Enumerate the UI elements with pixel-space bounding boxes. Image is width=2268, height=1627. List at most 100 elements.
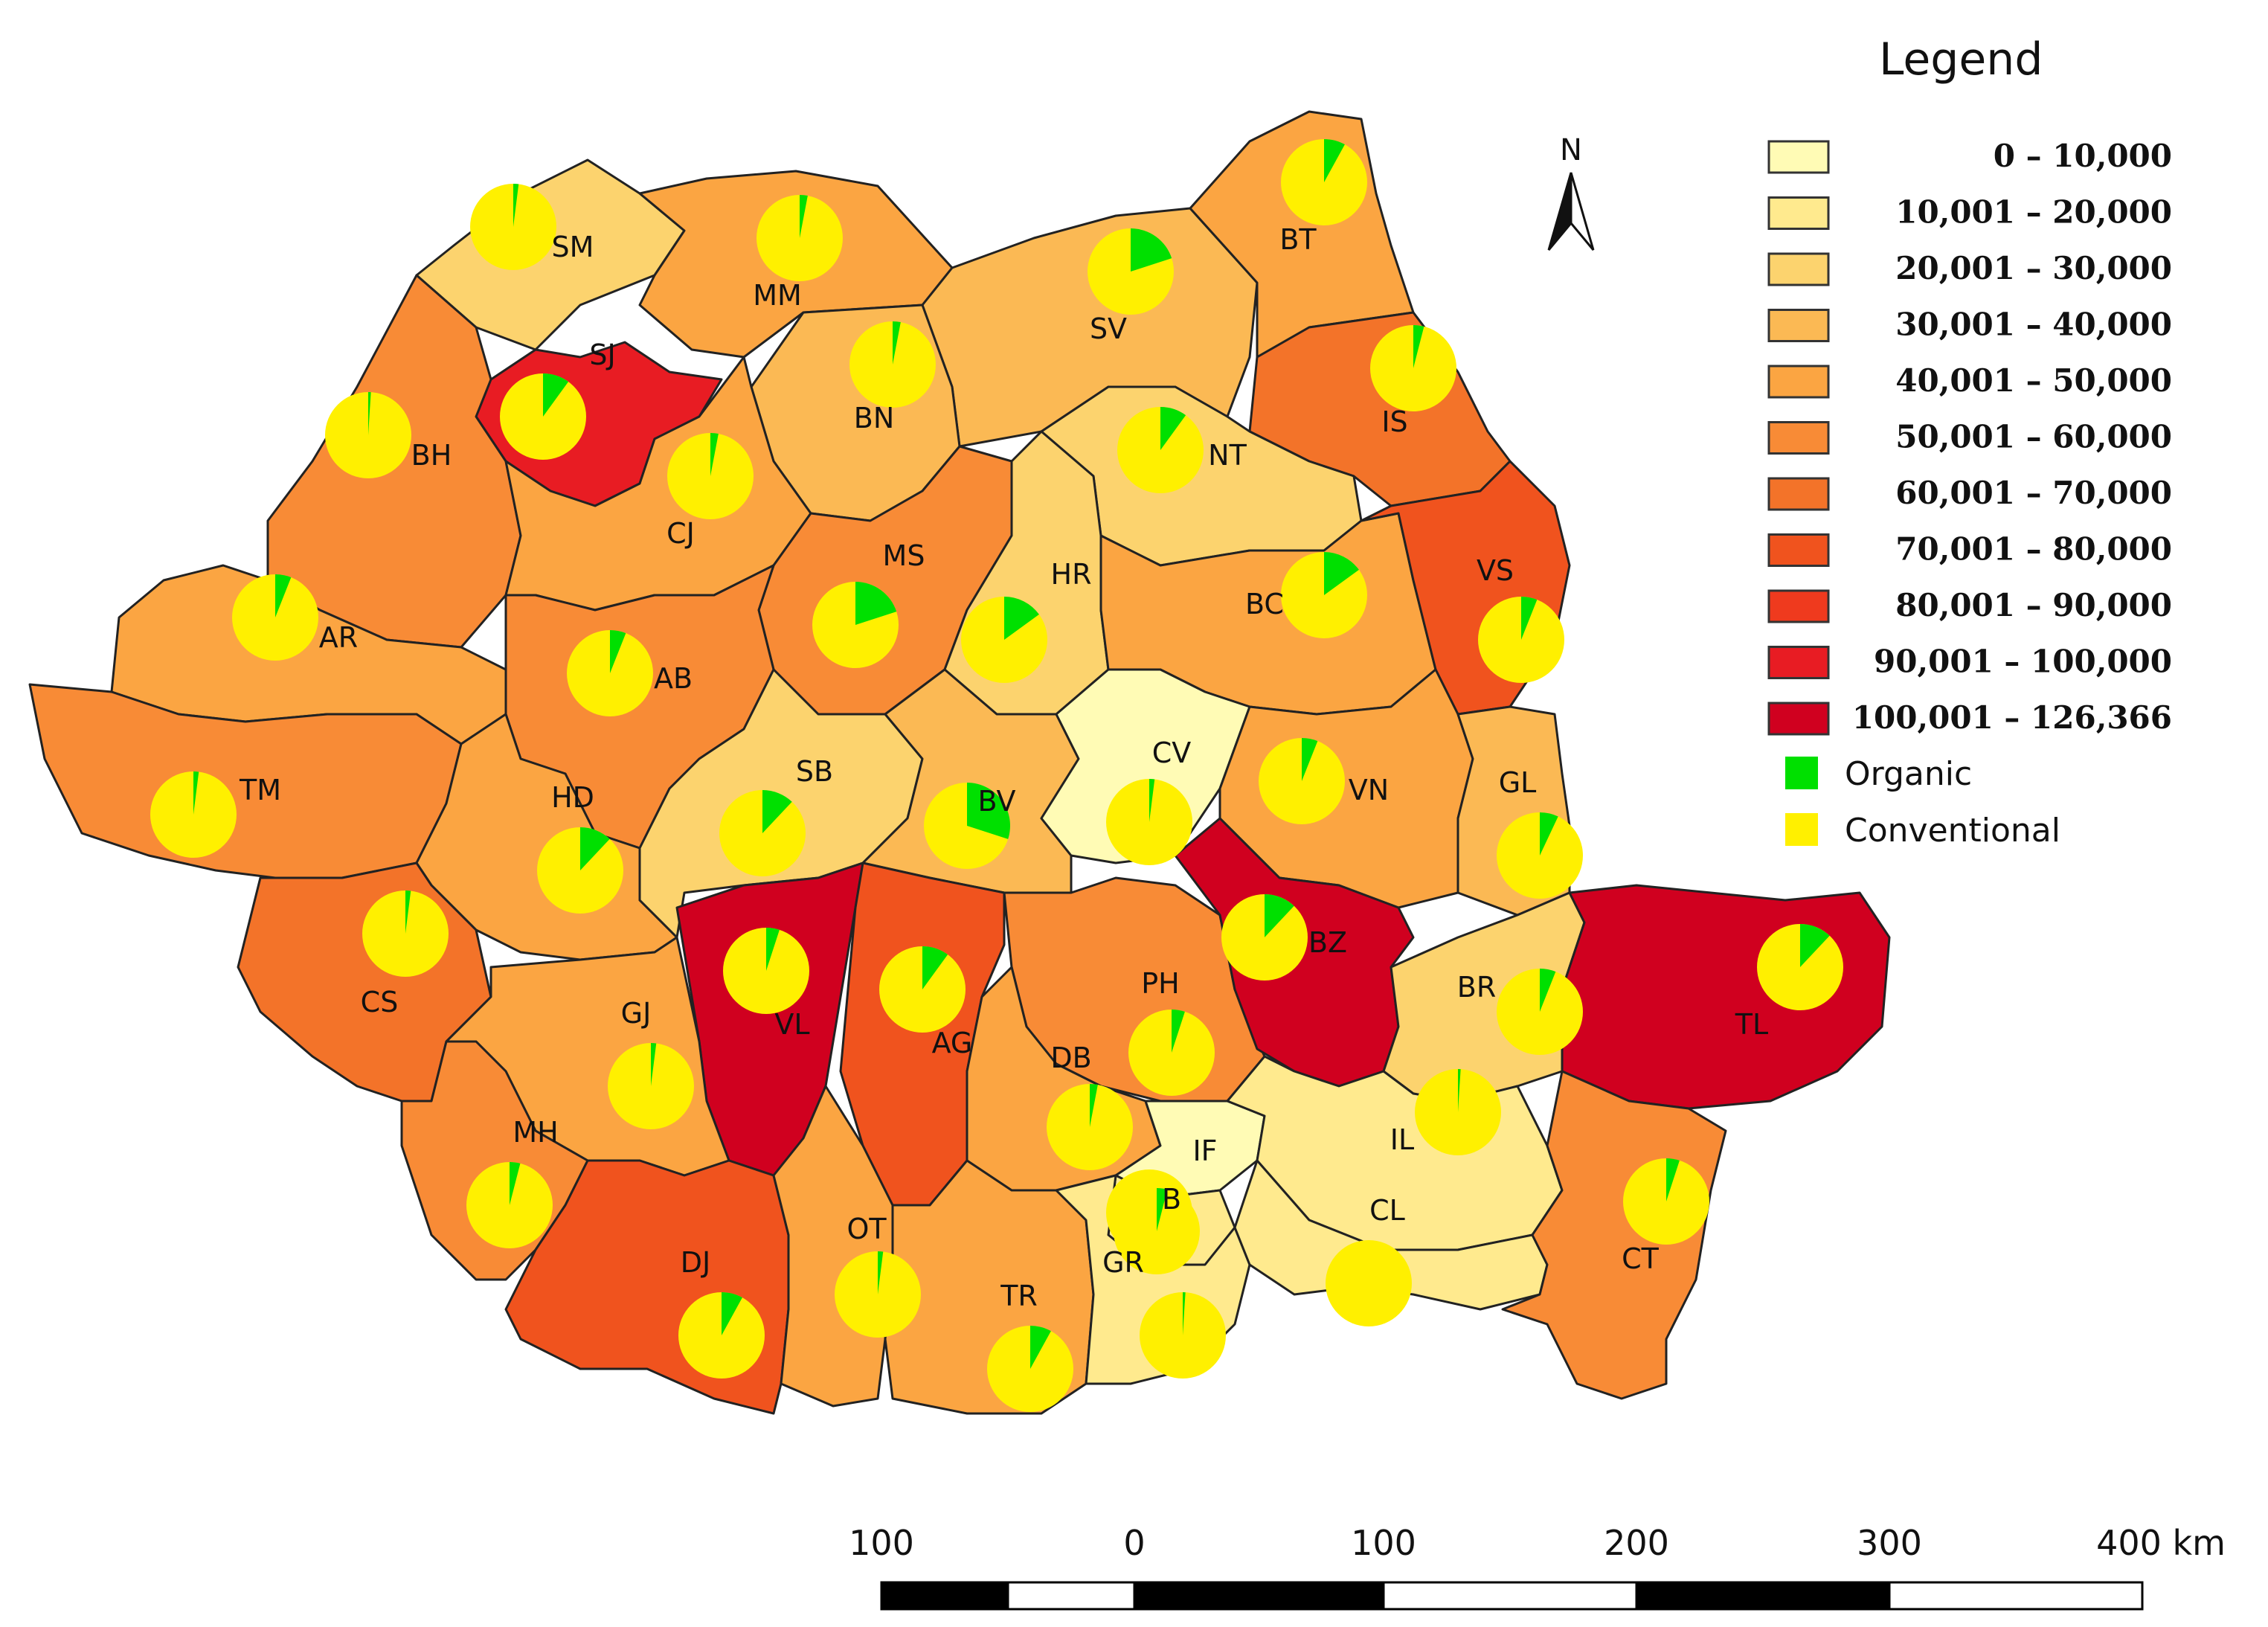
- scale-bar-segment: [1006, 1581, 1136, 1611]
- counties-layer: [28, 110, 1891, 1415]
- scale-bar-label: 400 km: [2096, 1523, 2226, 1563]
- pie-organic-slice: [1540, 812, 1558, 856]
- county-label-cv: CV: [1152, 737, 1192, 769]
- pie-bv: [924, 783, 1010, 869]
- scale-bar-label: 100: [1351, 1523, 1416, 1563]
- legend-swatch: [1767, 309, 1830, 342]
- pie-organic-slice: [1413, 325, 1424, 368]
- pie-ct: [1623, 1158, 1709, 1245]
- north-arrow: N: [1547, 133, 1595, 251]
- legend-swatch: [1767, 702, 1830, 736]
- county-label-vl: VL: [774, 1008, 809, 1041]
- pie-organic-slice: [893, 321, 901, 365]
- scale-bar-label: 0: [1123, 1523, 1145, 1563]
- pie-vs: [1478, 597, 1564, 683]
- pie-organic-slice: [368, 392, 371, 435]
- legend-class-label: 30,001 – 40,000: [1895, 307, 2172, 343]
- pie-b: [1114, 1188, 1200, 1274]
- county-label-dj: DJ: [681, 1246, 710, 1279]
- pie-ph: [1128, 1010, 1215, 1096]
- legend-class-label: 90,001 – 100,000: [1874, 644, 2172, 680]
- pie-organic-slice: [651, 1043, 657, 1086]
- legend-class-label: 60,001 – 70,000: [1895, 475, 2172, 511]
- legend-pie-swatch: [1785, 813, 1818, 846]
- pie-organic-slice: [1265, 894, 1294, 937]
- legend-class-label: 40,001 – 50,000: [1895, 362, 2172, 399]
- county-label-sj: SJ: [589, 338, 615, 371]
- county-label-vs: VS: [1477, 554, 1514, 587]
- county-label-hr: HR: [1051, 558, 1092, 591]
- pie-organic-slice: [513, 184, 519, 227]
- pie-il: [1415, 1069, 1501, 1155]
- pie-organic-slice: [510, 1162, 521, 1205]
- county-label-hd: HD: [551, 781, 594, 814]
- scale-bar-segment: [1635, 1581, 1891, 1611]
- pie-organic-slice: [800, 195, 808, 238]
- county-label-sm: SM: [552, 231, 594, 263]
- legend-class-label: 20,001 – 30,000: [1895, 250, 2172, 286]
- pie-bt: [1281, 138, 1367, 225]
- legend-class-label: 80,001 – 90,000: [1895, 587, 2172, 623]
- county-label-cj: CJ: [666, 517, 695, 550]
- pie-organic-slice: [1324, 552, 1359, 595]
- county-label-br: BR: [1457, 971, 1496, 1004]
- pie-gj: [608, 1043, 694, 1129]
- county-label-is: IS: [1381, 405, 1407, 438]
- legend-swatch: [1767, 646, 1830, 679]
- pie-organic-slice: [1149, 779, 1155, 822]
- pie-organic-slice: [1172, 1010, 1185, 1053]
- county-label-ag: AG: [932, 1027, 973, 1059]
- pie-organic-slice: [762, 790, 792, 833]
- pie-sv: [1088, 228, 1174, 315]
- pie-organic-slice: [766, 928, 780, 971]
- pie-organic-slice: [1004, 597, 1039, 640]
- scale-bar-segment: [880, 1581, 1009, 1611]
- county-label-nt: NT: [1208, 439, 1247, 472]
- legend: Legend 0 – 10,000 10,001 – 20,000 20,001 –…: [1767, 33, 2172, 850]
- pie-bn: [849, 321, 936, 408]
- pie-organic-slice: [967, 783, 1010, 839]
- legend-swatch: [1767, 421, 1830, 455]
- county-label-cl: CL: [1369, 1194, 1405, 1227]
- pie-organic-slice: [1131, 228, 1172, 272]
- pie-charts-layer: [150, 138, 1843, 1412]
- scale-bar-segment: [1888, 1581, 2144, 1611]
- county-label-bz: BZ: [1308, 926, 1347, 959]
- pie-cs: [362, 890, 449, 977]
- county-label-if: IF: [1192, 1135, 1217, 1167]
- county-ct: [1501, 1070, 1727, 1400]
- county-label-ct: CT: [1622, 1242, 1660, 1275]
- north-label: N: [1560, 133, 1582, 167]
- county-label-ar: AR: [319, 621, 358, 654]
- county-label-vn: VN: [1349, 774, 1389, 806]
- legend-swatch: [1767, 140, 1830, 174]
- pie-ag: [879, 946, 966, 1033]
- legend-pie-entries: Organic Conventional: [1785, 755, 2060, 850]
- pie-cj: [667, 433, 754, 519]
- county-label-bh: BH: [411, 439, 452, 472]
- pie-organic-slice: [543, 373, 569, 417]
- county-label-ot: OT: [847, 1213, 887, 1245]
- pie-organic-slice: [1157, 1188, 1168, 1231]
- county-label-mh: MH: [513, 1116, 558, 1149]
- county-label-ab: AB: [654, 662, 693, 695]
- county-label-bt: BT: [1279, 223, 1317, 256]
- county-label-ph: PH: [1141, 967, 1180, 1000]
- legend-pie-label: Conventional: [1845, 812, 2060, 850]
- scale-bar-segment: [1133, 1581, 1385, 1611]
- pie-organic-slice: [1458, 1069, 1461, 1112]
- pie-sj: [500, 373, 586, 460]
- pie-bc: [1281, 552, 1367, 638]
- pie-ms: [812, 582, 899, 668]
- county-label-gl: GL: [1499, 766, 1537, 799]
- pie-organic-slice: [1160, 407, 1186, 450]
- pie-organic-slice: [193, 771, 199, 815]
- county-label-sb: SB: [796, 755, 833, 788]
- legend-swatch: [1767, 589, 1830, 623]
- pie-organic-slice: [405, 890, 411, 934]
- pie-ar: [232, 574, 318, 661]
- legend-swatch: [1767, 252, 1830, 286]
- county-label-bv: BV: [978, 785, 1016, 818]
- county-label-bn: BN: [854, 402, 895, 434]
- pie-organic-slice: [1090, 1084, 1098, 1127]
